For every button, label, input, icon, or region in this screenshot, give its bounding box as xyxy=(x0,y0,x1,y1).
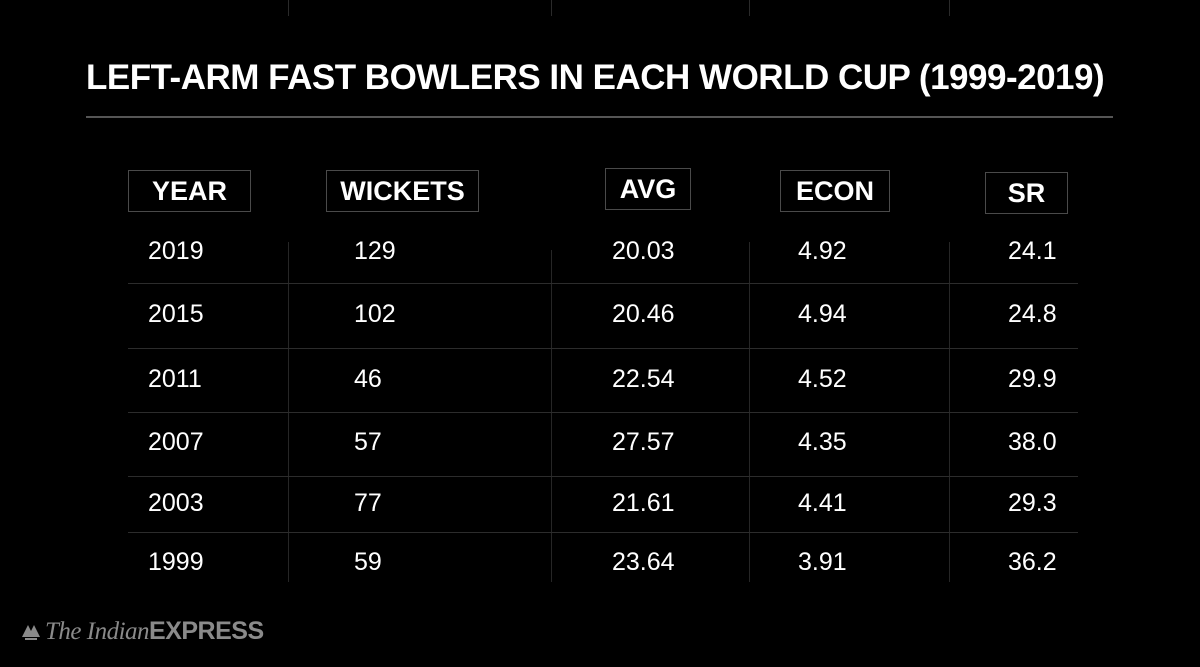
column-separator xyxy=(551,250,552,582)
table-cell-year: 2015 xyxy=(148,300,204,328)
chart-title: LEFT-ARM FAST BOWLERS IN EACH WORLD CUP … xyxy=(86,58,1105,97)
row-divider xyxy=(128,476,1078,477)
top-divider-tick xyxy=(749,0,750,16)
publisher-logo: The Indian EXPRESS xyxy=(20,617,264,646)
table-cell-econ: 4.52 xyxy=(798,365,847,393)
column-header-year: YEAR xyxy=(128,170,251,212)
column-header-econ: ECON xyxy=(780,170,890,212)
row-divider xyxy=(128,348,1078,349)
table-cell-avg: 23.64 xyxy=(612,548,675,576)
table-cell-year: 2019 xyxy=(148,237,204,265)
logo-text-the-indian: The Indian xyxy=(45,617,150,645)
row-divider xyxy=(128,412,1078,413)
table-cell-sr: 38.0 xyxy=(1008,428,1057,456)
table-cell-avg: 20.46 xyxy=(612,300,675,328)
table-cell-sr: 24.1 xyxy=(1008,237,1057,265)
table-cell-sr: 36.2 xyxy=(1008,548,1057,576)
table-cell-year: 1999 xyxy=(148,548,204,576)
table-cell-wickets: 46 xyxy=(354,365,382,393)
logo-text-express: EXPRESS xyxy=(149,617,264,645)
table-cell-year: 2003 xyxy=(148,489,204,517)
column-header-sr: SR xyxy=(985,172,1068,214)
top-divider-tick xyxy=(949,0,950,16)
table-cell-wickets: 129 xyxy=(354,237,396,265)
table-cell-sr: 29.9 xyxy=(1008,365,1057,393)
column-header-wickets: WICKETS xyxy=(326,170,479,212)
indian-express-mark-icon xyxy=(22,624,40,640)
row-divider xyxy=(128,283,1078,284)
table-cell-econ: 4.41 xyxy=(798,489,847,517)
table-cell-avg: 21.61 xyxy=(612,489,675,517)
table-cell-wickets: 102 xyxy=(354,300,396,328)
table-cell-econ: 4.94 xyxy=(798,300,847,328)
table-cell-year: 2007 xyxy=(148,428,204,456)
row-divider xyxy=(128,532,1078,533)
column-header-avg: AVG xyxy=(605,168,691,210)
table-cell-sr: 24.8 xyxy=(1008,300,1057,328)
table-cell-econ: 3.91 xyxy=(798,548,847,576)
table-cell-wickets: 77 xyxy=(354,489,382,517)
table-cell-avg: 22.54 xyxy=(612,365,675,393)
table-cell-sr: 29.3 xyxy=(1008,489,1057,517)
table-cell-econ: 4.35 xyxy=(798,428,847,456)
table-cell-avg: 20.03 xyxy=(612,237,675,265)
table-cell-wickets: 59 xyxy=(354,548,382,576)
title-underline xyxy=(86,116,1113,118)
top-divider-tick xyxy=(551,0,552,16)
table-cell-year: 2011 xyxy=(148,365,202,393)
top-divider-tick xyxy=(288,0,289,16)
table-cell-avg: 27.57 xyxy=(612,428,675,456)
table-cell-econ: 4.92 xyxy=(798,237,847,265)
table-cell-wickets: 57 xyxy=(354,428,382,456)
